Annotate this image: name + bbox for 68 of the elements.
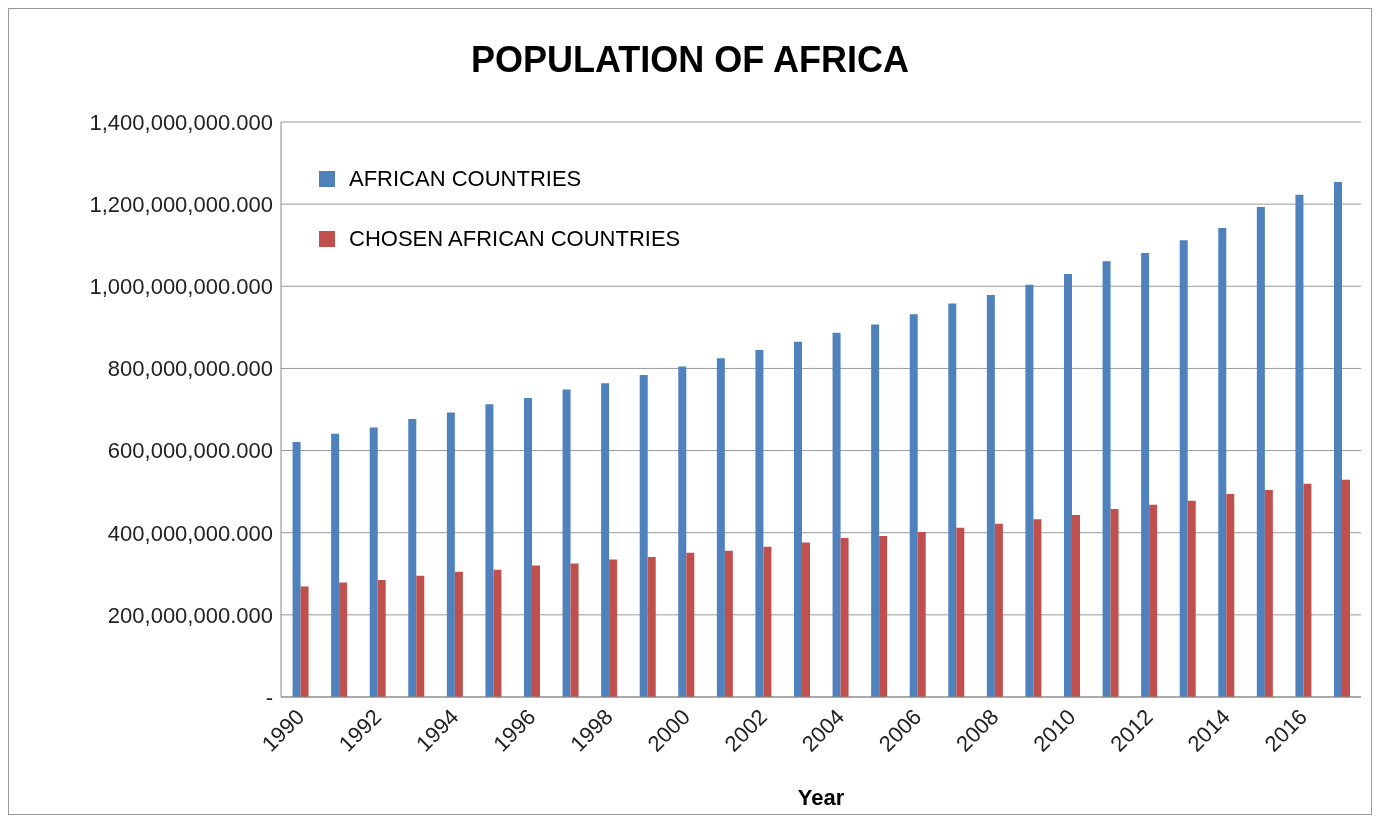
bar (724, 550, 733, 697)
y-tick-label: 200,000,000.000 (107, 602, 273, 628)
legend-label: AFRICAN COUNTRIES (349, 166, 582, 192)
bar (755, 349, 764, 697)
bar (1342, 479, 1350, 697)
bar (802, 542, 810, 697)
bar (1334, 181, 1342, 697)
bar (1064, 273, 1072, 697)
bar (532, 565, 540, 697)
bar (1033, 519, 1042, 697)
bar (416, 575, 425, 697)
bar (1187, 500, 1196, 697)
bar (917, 531, 926, 697)
bar (570, 563, 579, 697)
bar (1110, 508, 1119, 697)
bar (1025, 284, 1034, 697)
y-tick-label: 400,000,000.000 (107, 520, 273, 546)
bar (485, 404, 494, 697)
bar (716, 358, 725, 697)
bar (524, 398, 532, 697)
bar (948, 303, 957, 697)
bar (871, 324, 880, 697)
bar (909, 314, 918, 697)
bar (377, 579, 386, 697)
bar (454, 571, 463, 697)
bar (601, 383, 610, 697)
y-tick-label: 1,200,000,000.000 (89, 191, 273, 217)
bar (1264, 490, 1273, 697)
bar (794, 341, 802, 697)
y-tick-label: 1,400,000,000.000 (89, 109, 273, 135)
bar (986, 294, 995, 697)
bar (493, 569, 502, 697)
bar (408, 418, 417, 697)
x-axis-title: Year (797, 785, 845, 810)
bar (1149, 504, 1158, 697)
bar (994, 523, 1003, 697)
bar (369, 427, 378, 697)
bar (1141, 253, 1150, 697)
bar (1256, 207, 1265, 697)
bar (446, 412, 455, 697)
bar (639, 375, 648, 697)
y-tick-label: 800,000,000.000 (107, 356, 273, 382)
bar (956, 527, 965, 697)
bar (1072, 515, 1080, 697)
y-tick-label: - (265, 684, 273, 710)
bar (339, 582, 348, 697)
y-tick-label: 600,000,000.000 (107, 438, 273, 464)
bar (647, 556, 656, 697)
bar (1102, 261, 1111, 697)
bar (1179, 240, 1188, 697)
chart-title: POPULATION OF AFRICA (470, 39, 910, 81)
bar (1226, 494, 1235, 697)
bar (832, 332, 841, 697)
bar (763, 546, 772, 697)
bar (686, 552, 695, 697)
bar (840, 538, 849, 697)
bar (678, 366, 687, 697)
bar (1303, 483, 1312, 697)
bar (609, 559, 618, 697)
bar (1295, 194, 1304, 697)
bar (300, 586, 309, 697)
bar (292, 441, 301, 697)
bar (331, 433, 340, 697)
bar (1218, 227, 1227, 697)
bar (562, 389, 571, 697)
legend-label: CHOSEN AFRICAN COUNTRIES (349, 226, 681, 252)
bar (879, 536, 888, 697)
y-tick-label: 1,000,000,000.000 (89, 274, 273, 300)
